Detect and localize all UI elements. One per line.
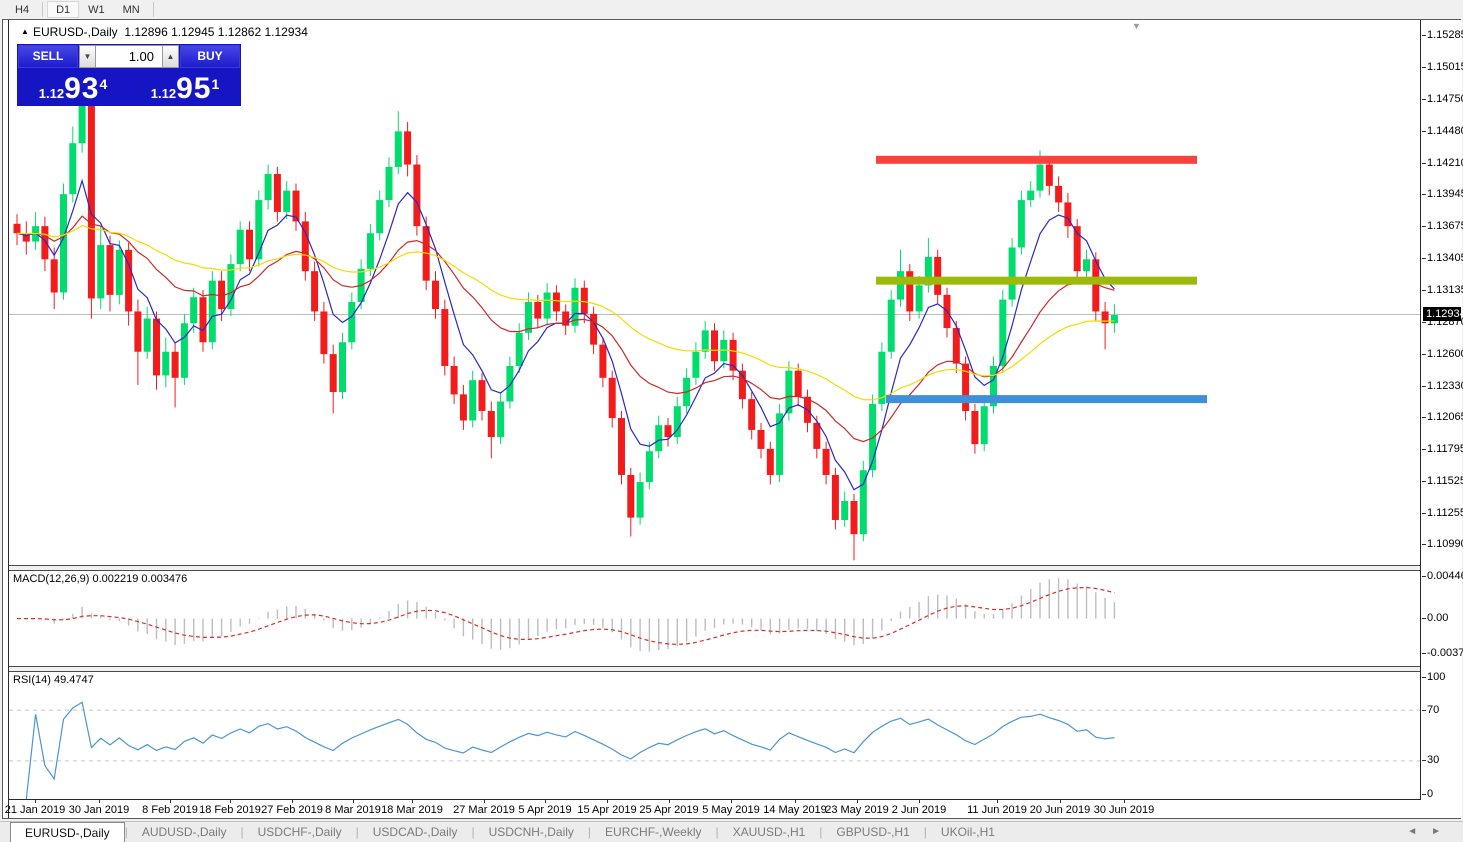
tab-xauusd-h1[interactable]: XAUUSD-,H1 (732, 825, 806, 839)
date-axis-value: 25 Apr 2019 (639, 804, 699, 816)
tab-audusd-daily[interactable]: AUDUSD-,Daily (141, 825, 227, 839)
date-axis-value: 11 Jun 2019 (967, 804, 1027, 816)
pane-splitter[interactable] (9, 666, 1420, 672)
date-axis-value: 2 Jun 2019 (891, 804, 947, 816)
date-axis-value: 30 Jun 2019 (1093, 804, 1155, 816)
chart-window: ▲ EURUSD-,Daily 1.12896 1.12945 1.12862 … (2, 19, 1463, 819)
rsi-label: RSI(14) 49.4747 (13, 674, 94, 686)
price-axis-value: 1.11525 (1427, 475, 1463, 487)
date-axis-value: 5 Apr 2019 (518, 804, 572, 816)
date-axis-value: 5 May 2019 (702, 804, 760, 816)
price-axis-value: 1.14480 (1427, 125, 1463, 137)
rsi-axis-value: 30 (1427, 754, 1440, 766)
sell-price-button[interactable]: 1.12 93 4 (18, 69, 128, 106)
price-axis-value: 1.11795 (1427, 443, 1463, 455)
date-axis-value: 27 Mar 2019 (453, 804, 515, 816)
chart-tabbar: EURUSD-,Daily | AUDUSD-,Daily | USDCHF-,Dail… (0, 821, 1463, 842)
macd-axis-value: 0.00 (1427, 612, 1449, 624)
chart-title: EURUSD-,Daily 1.12896 1.12945 1.12862 1.… (19, 25, 308, 39)
rsi-pane[interactable]: RSI(14) 49.4747 (9, 672, 1420, 799)
collapse-panel-icon[interactable]: ▲ (21, 27, 29, 36)
tab-eurchf-weekly[interactable]: EURCHF-,Weekly (605, 825, 702, 839)
symbol-period-label: EURUSD-,Daily (33, 25, 118, 39)
macd-axis-value: -0.003715 (1427, 647, 1463, 659)
chart-panes: ▲ EURUSD-,Daily 1.12896 1.12945 1.12862 … (5, 20, 1422, 818)
tabs-scroll-left-icon[interactable]: ◄ (1407, 826, 1432, 837)
price-axis-value: 1.15015 (1427, 61, 1463, 73)
price-axis-value: 1.14750 (1427, 93, 1463, 105)
tab-gbpusd-h1[interactable]: GBPUSD-,H1 (836, 825, 910, 839)
lot-size-input[interactable] (96, 45, 162, 68)
date-axis-value: 23 May 2019 (825, 804, 889, 816)
date-axis-value: 27 Feb 2019 (261, 804, 323, 816)
macd-axis-value: 0.004465 (1427, 570, 1463, 582)
tab-usdchf-daily[interactable]: USDCHF-,Daily (257, 825, 342, 839)
rsi-axis-value: 70 (1427, 704, 1440, 716)
price-axis-value: 1.13945 (1427, 188, 1463, 200)
timeframe-button-d1[interactable]: D1 (47, 1, 80, 18)
buy-button[interactable]: BUY (180, 45, 240, 68)
date-axis-value: 21 Jan 2019 (4, 804, 66, 816)
timeframe-button-mn[interactable]: MN (122, 4, 140, 16)
rsi-axis-value: 100 (1427, 671, 1446, 683)
date-axis-value: 8 Mar 2019 (325, 804, 381, 816)
macd-label: MACD(12,26,9) 0.002219 0.003476 (13, 573, 188, 585)
tab-usdcad-daily[interactable]: USDCAD-,Daily (372, 825, 458, 839)
buy-price-button[interactable]: 1.12 95 1 (130, 69, 240, 106)
date-axis-value: 20 Jun 2019 (1029, 804, 1091, 816)
timeframe-toolbar: H4 D1 W1 MN (0, 0, 1463, 19)
price-pane[interactable]: ▲ EURUSD-,Daily 1.12896 1.12945 1.12862 … (9, 20, 1420, 565)
price-axis-value: 1.12330 (1427, 380, 1463, 392)
date-axis-value: 30 Jan 2019 (68, 804, 130, 816)
tab-usdcnh-daily[interactable]: USDCNH-,Daily (488, 825, 574, 839)
price-axis-value: 1.13405 (1427, 252, 1463, 264)
timeframe-button-h4[interactable]: H4 (15, 4, 30, 16)
tabs-scroll-right-icon[interactable]: ► (1431, 826, 1455, 837)
date-axis-value: 14 May 2019 (763, 804, 827, 816)
price-axis-value: 1.12600 (1427, 348, 1463, 360)
rsi-axis-value: 0 (1427, 788, 1434, 800)
date-axis[interactable]: 21 Jan 2019 30 Jan 2019 8 Feb 2019 18 Feb 2… (5, 800, 1422, 818)
price-axis[interactable]: 1.15285 1.15015 1.14750 1.14480 1.14210 1.139… (1422, 20, 1463, 818)
quote-ohlc-label: 1.12896 1.12945 1.12862 1.12934 (124, 25, 308, 39)
lot-increase-button[interactable]: ▲ (162, 45, 179, 68)
sell-button[interactable]: SELL (18, 45, 78, 68)
date-axis-value: 8 Feb 2019 (142, 804, 198, 816)
date-axis-value: 18 Mar 2019 (381, 804, 443, 816)
lot-decrease-button[interactable]: ▼ (79, 45, 96, 68)
tab-eurusd-daily[interactable]: EURUSD-,Daily (10, 822, 125, 842)
price-axis-value: 1.11255 (1427, 507, 1463, 519)
pane-splitter[interactable] (9, 565, 1420, 571)
macd-pane[interactable]: MACD(12,26,9) 0.002219 0.003476 (9, 571, 1420, 667)
price-axis-value: 1.13135 (1427, 284, 1463, 296)
date-axis-value: 18 Feb 2019 (199, 804, 261, 816)
price-axis-value: 1.10990 (1427, 538, 1463, 550)
tab-ukoil-h1[interactable]: UKOil-,H1 (940, 825, 995, 839)
price-axis-value: 1.14210 (1427, 157, 1463, 169)
candlestick-chart[interactable] (9, 20, 1420, 565)
chart-shift-marker-icon[interactable]: ▼ (1132, 21, 1141, 31)
timeframe-button-w1[interactable]: W1 (88, 4, 105, 16)
current-price-tag: 1.12934 (1423, 307, 1463, 321)
price-axis-value: 1.12065 (1427, 411, 1463, 423)
date-axis-value: 15 Apr 2019 (577, 804, 637, 816)
price-axis-value: 1.13675 (1427, 220, 1463, 232)
price-axis-value: 1.15285 (1427, 29, 1463, 41)
